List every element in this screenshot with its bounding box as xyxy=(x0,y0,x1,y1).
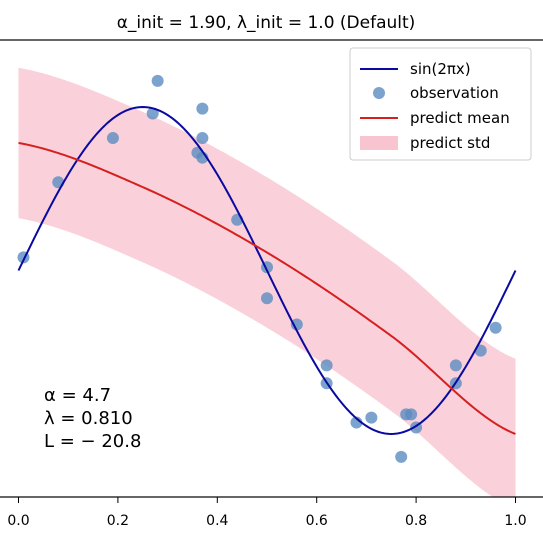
observation-point xyxy=(290,318,303,331)
annotation-likelihood: L = − 20.8 xyxy=(44,431,141,452)
legend-swatch-observation xyxy=(373,87,385,99)
chart-title: α_init = 1.90, λ_init = 1.0 (Default) xyxy=(117,13,416,33)
annotation-alpha: α = 4.7 xyxy=(44,385,111,406)
plot-area xyxy=(17,67,517,497)
legend-label-mean: predict mean xyxy=(410,109,510,127)
observation-point xyxy=(146,107,159,120)
observation-point xyxy=(320,359,333,372)
x-axis: 0.0 0.2 0.4 0.6 0.8 1.0 xyxy=(7,497,527,529)
observation-point xyxy=(449,359,462,372)
observation-point xyxy=(405,408,418,421)
observation-point xyxy=(489,321,502,334)
fit-annotations: α = 4.7 λ = 0.810 L = − 20.8 xyxy=(44,385,141,452)
plot-frame xyxy=(0,39,543,498)
observation-point xyxy=(395,450,408,463)
observation-point xyxy=(261,292,273,305)
x-tick-label: 0.0 xyxy=(7,513,29,529)
x-tick-label: 0.2 xyxy=(107,513,129,529)
legend-box xyxy=(349,47,532,161)
observation-point xyxy=(106,132,119,145)
observation-point xyxy=(350,416,363,429)
observation-point xyxy=(196,102,209,115)
annotation-lambda: λ = 0.810 xyxy=(44,408,133,429)
observation-point xyxy=(365,411,378,424)
x-tick-label: 0.6 xyxy=(306,513,328,529)
x-tick-label: 0.8 xyxy=(405,513,427,529)
x-tick-label: 0.4 xyxy=(206,513,228,529)
observation-point xyxy=(196,132,209,145)
x-tick-label: 1.0 xyxy=(504,513,526,529)
legend-label-sin: sin(2πx) xyxy=(410,60,471,78)
legend-label-observation: observation xyxy=(410,84,499,102)
observation-point xyxy=(52,176,65,189)
legend-label-std: predict std xyxy=(410,134,490,152)
predict-std-band xyxy=(18,67,516,497)
observation-point xyxy=(151,74,164,87)
sin-curve-line xyxy=(17,105,517,436)
legend: sin(2πx) observation predict mean predic… xyxy=(349,47,532,161)
legend-swatch-std xyxy=(360,136,398,150)
predict-mean-line xyxy=(18,141,516,435)
